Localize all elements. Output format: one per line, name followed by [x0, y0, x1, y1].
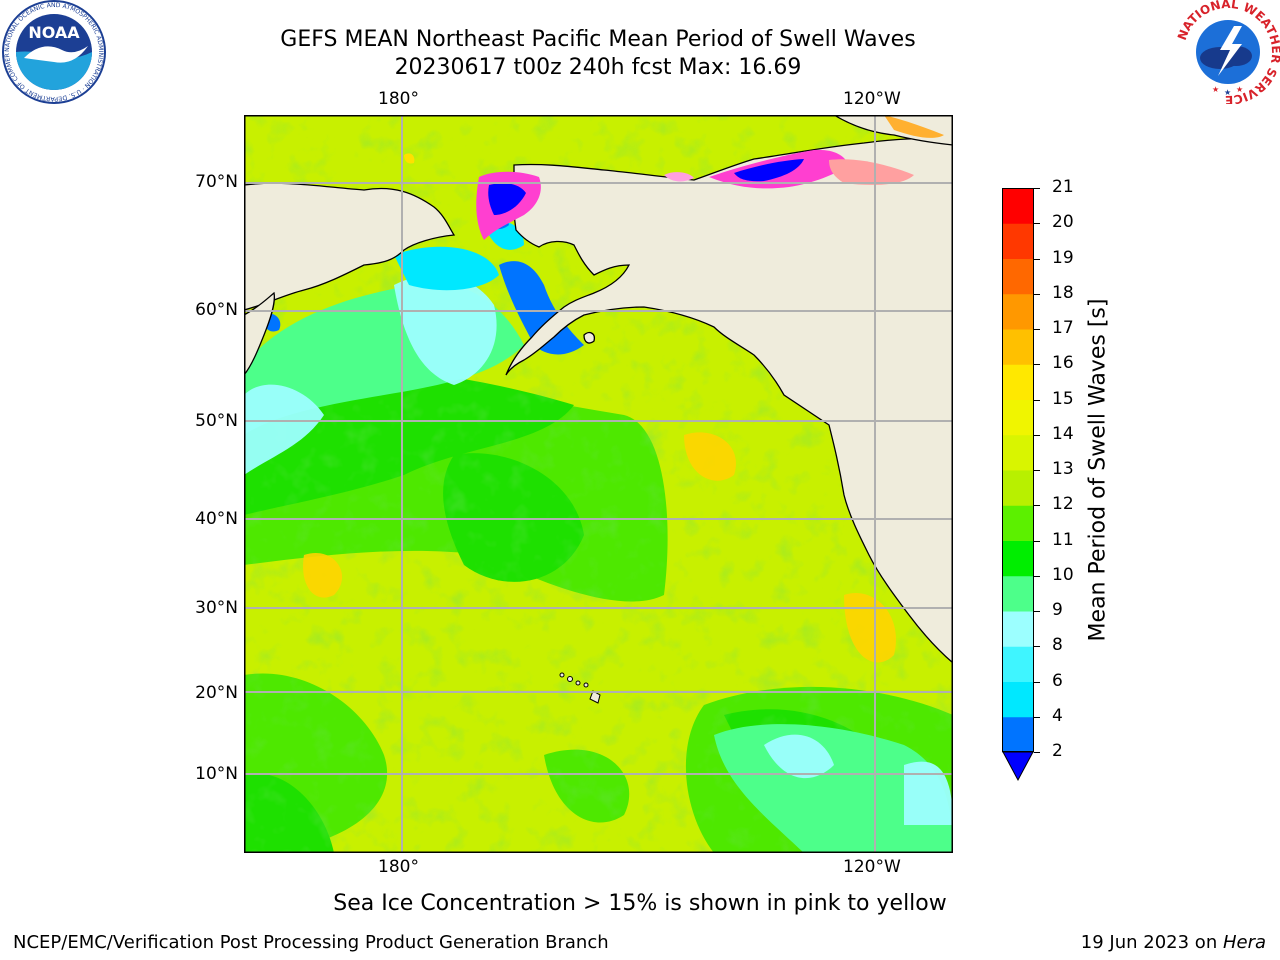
- chart-title-line1: GEFS MEAN Northeast Pacific Mean Period …: [280, 27, 916, 52]
- colorbar-tick-mark: [1034, 329, 1040, 330]
- colorbar-tick-mark: [1034, 716, 1040, 718]
- colorbar-tick-mark: [1034, 188, 1040, 189]
- colorbar-segment: [1002, 611, 1034, 647]
- lon-label-bottom-180: 180°: [378, 857, 419, 877]
- lon-label-top-120w: 120°W: [843, 89, 901, 109]
- colorbar-tick-label: 18: [1052, 282, 1074, 303]
- colorbar-tick-mark: [1034, 575, 1040, 577]
- lat-label-30n: 30°N: [195, 598, 238, 618]
- colorbar-under-triangle: [1002, 751, 1034, 782]
- colorbar-tick-label: 9: [1052, 600, 1063, 620]
- footer-branch: NCEP/EMC/Verification Post Processing Pr…: [13, 932, 609, 953]
- svg-text:★: ★: [1224, 88, 1231, 97]
- colorbar-tick-label: 6: [1052, 670, 1063, 691]
- colorbar-ticks: 2 4 6 8 9 10 11 12 13 14 15 16 17 18 19 20 21: [1034, 177, 1086, 768]
- noaa-logo-text: NOAA: [28, 23, 80, 42]
- swell-period-zones-warm: [303, 432, 896, 663]
- colorbar-tick-mark: [1034, 223, 1040, 225]
- lon-label-top-180: 180°: [378, 89, 419, 109]
- colorbar-segment: [1002, 399, 1034, 436]
- colorbar-tick-mark: [1034, 470, 1040, 471]
- colorbar-tick-label: 8: [1052, 635, 1063, 656]
- colorbar-tick-mark: [1034, 293, 1040, 295]
- colorbar-tick-mark: [1034, 258, 1040, 260]
- colorbar-segment: [1002, 434, 1034, 471]
- colorbar-segment: [1002, 364, 1034, 400]
- colorbar-tick-mark: [1034, 399, 1040, 401]
- colorbar-segment: [1002, 188, 1034, 224]
- colorbar-tick-label: 16: [1052, 353, 1074, 374]
- sea-ice-note: Sea Ice Concentration > 15% is shown in …: [333, 891, 947, 916]
- hawaii-islands: [559, 672, 601, 704]
- colorbar-segment: [1002, 329, 1034, 365]
- colorbar-tick-mark: [1034, 434, 1040, 436]
- colorbar-segment: [1002, 575, 1034, 612]
- colorbar-tick-label: 13: [1052, 459, 1074, 479]
- colorbar-tick-mark: [1034, 681, 1040, 683]
- colorbar-segment: [1002, 258, 1034, 295]
- sea-ice-field: [404, 115, 944, 240]
- nws-logo: NATIONAL WEATHER SERVICE ★ ★ ★: [1176, 0, 1280, 104]
- lat-label-40n: 40°N: [195, 509, 238, 529]
- colorbar-segment: [1002, 646, 1034, 682]
- colorbar-tick-mark: [1034, 611, 1040, 612]
- colorbar-segment: [1002, 223, 1034, 259]
- colorbar-tick-label: 12: [1052, 494, 1074, 515]
- colorbar-label: Mean Period of Swell Waves [s]: [1085, 298, 1111, 642]
- colorbar-tick-label: 15: [1052, 388, 1074, 409]
- lon-label-bottom-120w: 120°W: [843, 857, 901, 877]
- colorbar-tick-label: 14: [1052, 423, 1074, 444]
- colorbar-tick-mark: [1034, 540, 1040, 542]
- colorbar: [1002, 188, 1034, 782]
- colorbar-segments: [1002, 188, 1034, 753]
- lat-label-20n: 20°N: [195, 683, 238, 703]
- colorbar-tick-label: 11: [1052, 529, 1074, 550]
- colorbar-segment: [1002, 293, 1034, 330]
- footer-date: 19 Jun 2023 on Hera: [1081, 932, 1266, 953]
- colorbar-segment: [1002, 716, 1034, 753]
- colorbar-segment: [1002, 540, 1034, 577]
- colorbar-tick-mark: [1034, 752, 1040, 753]
- lat-label-60n: 60°N: [195, 300, 238, 320]
- swell-period-map: [244, 115, 953, 853]
- colorbar-segment: [1002, 505, 1034, 541]
- lat-label-10n: 10°N: [195, 764, 238, 784]
- map-gridlines: [244, 115, 953, 853]
- footer-machine: Hera: [1222, 932, 1266, 953]
- colorbar-tick-label: 21: [1052, 177, 1074, 197]
- lat-label-50n: 50°N: [195, 411, 238, 431]
- colorbar-segment: [1002, 681, 1034, 718]
- colorbar-segment: [1002, 470, 1034, 506]
- colorbar-tick-mark: [1034, 505, 1040, 507]
- colorbar-tick-mark: [1034, 646, 1040, 648]
- svg-text:★: ★: [1212, 85, 1219, 94]
- footer-date-text: 19 Jun 2023 on: [1080, 932, 1223, 953]
- colorbar-tick-mark: [1034, 364, 1040, 366]
- colorbar-tick-label: 4: [1052, 705, 1063, 726]
- colorbar-tick-label: 19: [1052, 247, 1074, 268]
- lat-label-70n: 70°N: [195, 172, 238, 192]
- colorbar-tick-label: 20: [1052, 212, 1074, 233]
- swell-period-zones-lightcyan: [244, 274, 953, 825]
- chart-title-line2: 20230617 t00z 240h fcst Max: 16.69: [394, 55, 802, 80]
- colorbar-tick-label: 2: [1052, 741, 1063, 761]
- colorbar-tick-label: 17: [1052, 318, 1074, 338]
- svg-text:★: ★: [1236, 85, 1243, 94]
- colorbar-tick-label: 10: [1052, 564, 1074, 585]
- noaa-logo: NATIONAL OCEANIC AND ATMOSPHERIC ADMINIS…: [2, 0, 106, 104]
